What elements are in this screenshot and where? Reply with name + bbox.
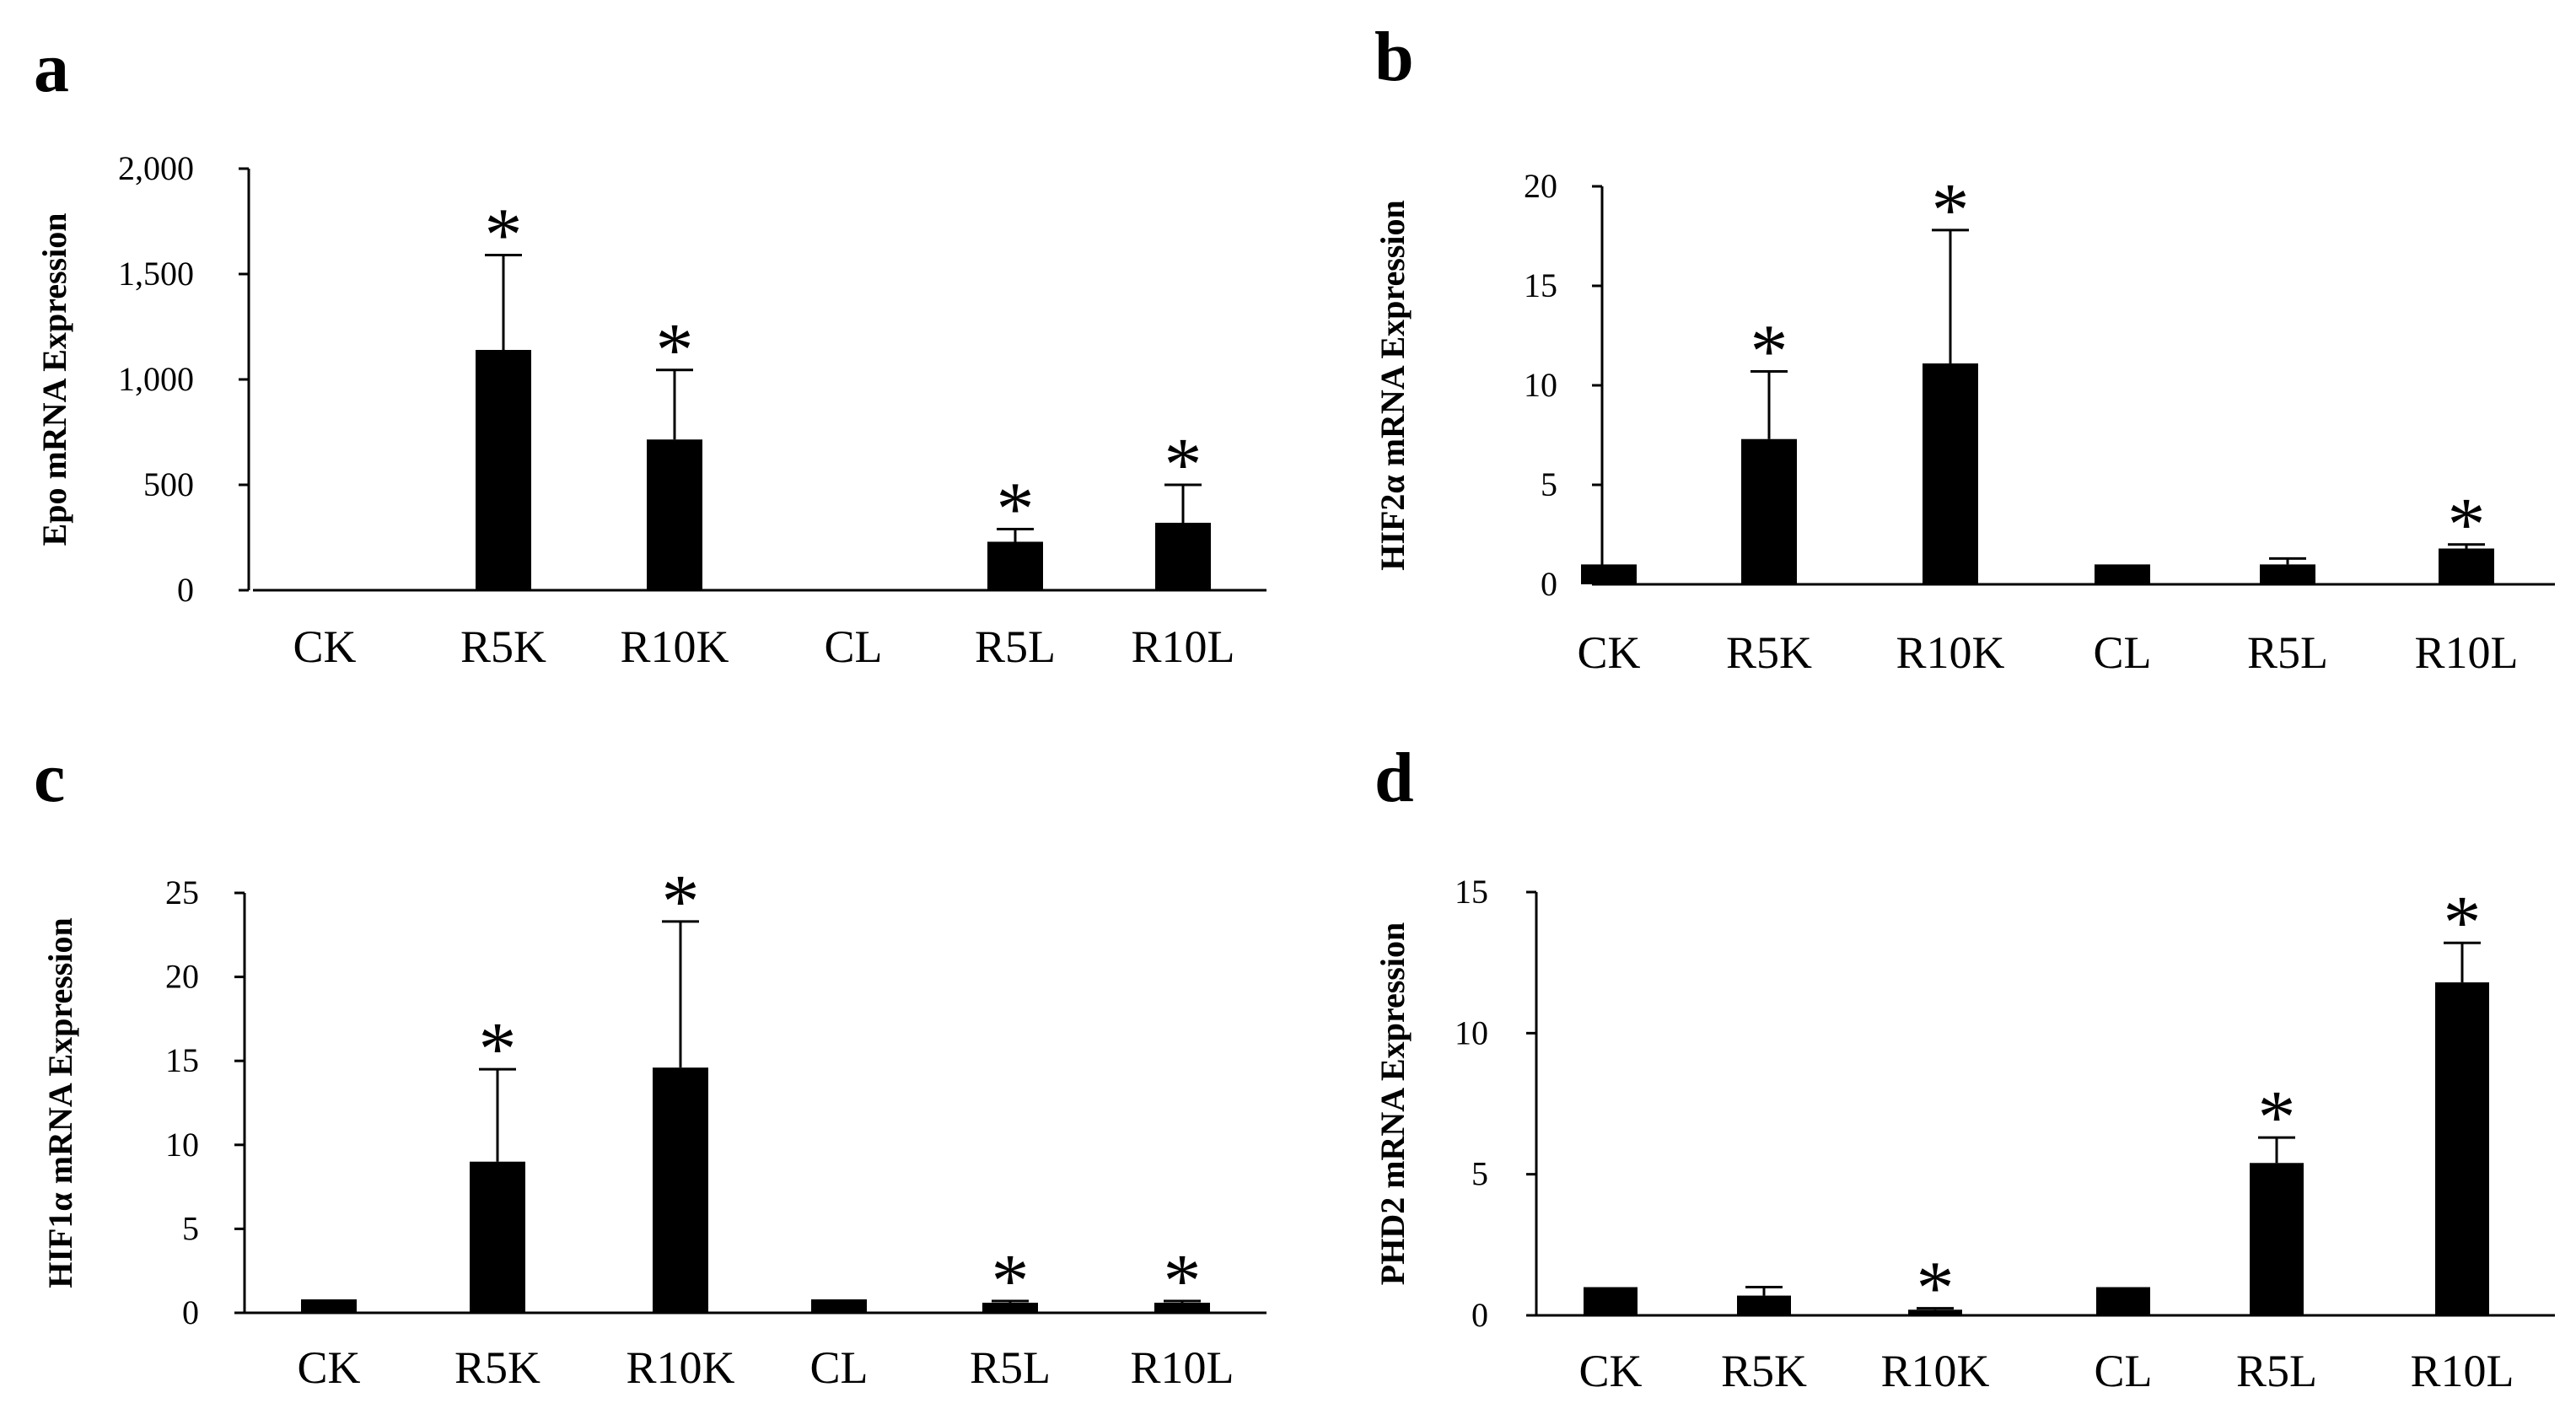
- x-tick-label: R5K: [1721, 1346, 1807, 1396]
- y-tick-label: 5: [182, 1209, 199, 1247]
- x-tick-label: CK: [297, 1342, 360, 1393]
- x-tick-label: R10L: [1130, 1342, 1234, 1393]
- y-tick-label: 10: [1455, 1013, 1488, 1051]
- x-tick-label: CK: [1577, 627, 1640, 678]
- bar: [2096, 1287, 2150, 1315]
- x-tick-label: R10K: [620, 621, 729, 672]
- y-tick-label: 1,000: [118, 360, 194, 398]
- x-tick-label: CK: [293, 621, 356, 672]
- x-tick-label: R10K: [626, 1342, 734, 1393]
- y-tick-label: 0: [1541, 565, 1557, 603]
- significance-star: *: [1917, 1247, 1955, 1331]
- bar: [2260, 564, 2315, 584]
- bar: [2250, 1163, 2304, 1315]
- bar: [987, 541, 1043, 590]
- bar: [982, 1303, 1038, 1313]
- x-tick-label: R5L: [970, 1342, 1051, 1393]
- panel-d: d PHD2 mRNA Expression 0 5 10 15 CK R5K R10K * CL R…: [1374, 739, 2555, 1396]
- y-tick-label: 20: [1524, 167, 1557, 205]
- x-tick-label: R5K: [1726, 627, 1812, 678]
- x-tick-label: R10K: [1896, 627, 2004, 678]
- y-tick-label: 20: [165, 958, 199, 996]
- bar: [1923, 363, 1978, 584]
- bar: [1737, 1295, 1791, 1315]
- bar: [1741, 438, 1797, 584]
- bar: [1581, 564, 1637, 584]
- bar: [470, 1161, 525, 1313]
- x-tick-label: R10L: [1131, 621, 1234, 672]
- y-tick-label: 10: [1524, 366, 1557, 404]
- bar: [1155, 523, 1211, 590]
- bar: [811, 1299, 867, 1313]
- significance-star: *: [2444, 881, 2482, 965]
- bar: [2439, 548, 2494, 584]
- bar: [647, 439, 702, 590]
- x-tick-label: R10L: [2414, 627, 2518, 678]
- significance-star: *: [1932, 169, 1970, 252]
- x-tick-label: CL: [809, 1342, 868, 1393]
- significance-star: *: [1164, 1239, 1202, 1323]
- y-tick-label: 0: [1471, 1296, 1488, 1334]
- bar: [1154, 1303, 1210, 1313]
- y-tick-label: 15: [1524, 266, 1557, 304]
- x-tick-label: R10L: [2410, 1346, 2514, 1396]
- y-tick-label: 2,000: [118, 149, 194, 187]
- bar: [1584, 1287, 1638, 1315]
- y-tick-label: 10: [165, 1126, 199, 1164]
- y-tick-label: 15: [1455, 873, 1488, 911]
- x-tick-label: R10K: [1880, 1346, 1989, 1396]
- x-tick-label: CL: [824, 621, 882, 672]
- significance-star: *: [485, 194, 523, 277]
- panel-c: c HIF1α mRNA Expression 0 5 10 15 20 25 CK R5K * R1…: [34, 739, 1266, 1393]
- y-tick-label: 500: [143, 465, 194, 503]
- panel-letter: b: [1374, 18, 1414, 96]
- significance-star: *: [1164, 423, 1202, 507]
- panel-letter: a: [34, 29, 69, 107]
- y-tick-label: 5: [1471, 1155, 1488, 1193]
- bar: [1908, 1309, 1962, 1315]
- x-tick-label: CL: [2094, 1346, 2152, 1396]
- y-tick-label: 1,500: [118, 255, 194, 293]
- y-tick-label: 25: [165, 874, 199, 911]
- significance-star: *: [656, 309, 694, 392]
- y-tick-label: 0: [177, 571, 194, 609]
- panel-a: a Epo mRNA Expression 0 500 1,000 1,500 2,000 C…: [34, 29, 1266, 672]
- y-axis-label: PHD2 mRNA Expression: [1374, 922, 1412, 1285]
- y-axis-label: HIF1α mRNA Expression: [41, 917, 79, 1288]
- panel-letter: c: [34, 739, 65, 817]
- bar: [653, 1067, 708, 1313]
- bar: [2095, 564, 2150, 584]
- significance-star: *: [1750, 309, 1788, 393]
- bar: [301, 1299, 357, 1313]
- significance-star: *: [662, 860, 700, 944]
- y-tick-label: 0: [182, 1293, 199, 1331]
- significance-star: *: [997, 468, 1035, 551]
- y-axis-label: HIF2α mRNA Expression: [1374, 200, 1412, 570]
- significance-star: *: [2258, 1076, 2296, 1159]
- x-tick-label: CL: [2093, 627, 2151, 678]
- bar: [2435, 982, 2489, 1315]
- x-tick-label: R5L: [975, 621, 1056, 672]
- x-tick-label: R5K: [460, 621, 546, 672]
- x-tick-label: R5L: [2247, 627, 2328, 678]
- significance-star: *: [992, 1239, 1030, 1323]
- significance-star: *: [479, 1008, 517, 1091]
- y-axis-label: Epo mRNA Expression: [35, 213, 73, 546]
- panel-b: b HIF2α mRNA Expression 0 5 10 15 20 CK R5K * R10K…: [1374, 18, 2555, 678]
- y-tick-label: 15: [165, 1041, 199, 1079]
- significance-star: *: [2448, 483, 2486, 567]
- y-tick-label: 5: [1541, 465, 1557, 503]
- panel-letter: d: [1374, 739, 1414, 817]
- x-tick-label: R5K: [454, 1342, 540, 1393]
- x-tick-label: R5L: [2236, 1346, 2317, 1396]
- bar: [476, 350, 531, 590]
- x-tick-label: CK: [1578, 1346, 1642, 1396]
